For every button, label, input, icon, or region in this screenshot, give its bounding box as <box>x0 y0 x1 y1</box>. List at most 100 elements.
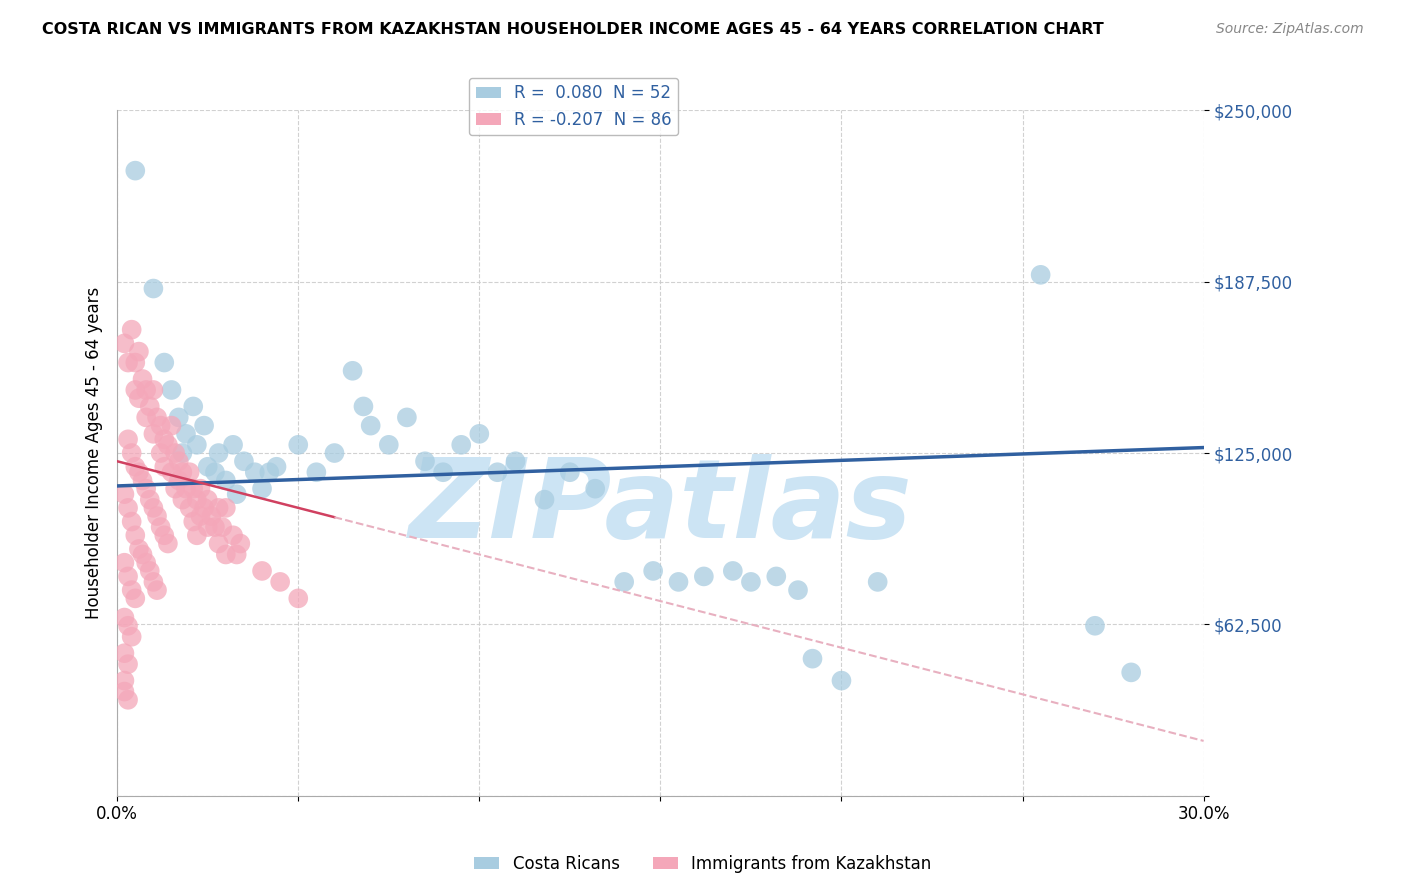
Point <box>287 591 309 606</box>
Point <box>165 482 187 496</box>
Point <box>131 548 153 562</box>
Point <box>259 465 281 479</box>
Point <box>139 564 162 578</box>
Point <box>360 418 382 433</box>
Point <box>866 574 889 589</box>
Point <box>121 446 143 460</box>
Point <box>135 482 157 496</box>
Point <box>167 454 190 468</box>
Point <box>135 383 157 397</box>
Point <box>128 344 150 359</box>
Point <box>135 556 157 570</box>
Point <box>139 400 162 414</box>
Point <box>124 591 146 606</box>
Point <box>197 459 219 474</box>
Point <box>131 474 153 488</box>
Point <box>172 465 194 479</box>
Point <box>186 528 208 542</box>
Point <box>222 528 245 542</box>
Point <box>160 383 183 397</box>
Point <box>179 500 201 515</box>
Point <box>668 574 690 589</box>
Point <box>250 564 273 578</box>
Point <box>211 520 233 534</box>
Point <box>149 446 172 460</box>
Point <box>342 364 364 378</box>
Point <box>740 574 762 589</box>
Point <box>533 492 555 507</box>
Point <box>197 492 219 507</box>
Text: ZIPatlas: ZIPatlas <box>409 454 912 561</box>
Point <box>225 487 247 501</box>
Point <box>450 438 472 452</box>
Point <box>121 323 143 337</box>
Point <box>378 438 401 452</box>
Point <box>801 651 824 665</box>
Point <box>215 474 238 488</box>
Point <box>131 372 153 386</box>
Point <box>583 482 606 496</box>
Point <box>225 548 247 562</box>
Point <box>153 459 176 474</box>
Point <box>117 355 139 369</box>
Point <box>1121 665 1143 680</box>
Point <box>156 536 179 550</box>
Point <box>207 500 229 515</box>
Point <box>114 610 136 624</box>
Point <box>200 509 222 524</box>
Text: COSTA RICAN VS IMMIGRANTS FROM KAZAKHSTAN HOUSEHOLDER INCOME AGES 45 - 64 YEARS : COSTA RICAN VS IMMIGRANTS FROM KAZAKHSTA… <box>42 22 1104 37</box>
Point <box>117 500 139 515</box>
Point <box>432 465 454 479</box>
Point <box>114 673 136 688</box>
Point <box>232 454 254 468</box>
Point <box>114 336 136 351</box>
Point <box>190 482 212 496</box>
Point <box>117 657 139 672</box>
Point <box>243 465 266 479</box>
Point <box>121 583 143 598</box>
Point <box>117 693 139 707</box>
Point <box>721 564 744 578</box>
Point <box>613 574 636 589</box>
Point <box>765 569 787 583</box>
Point <box>114 684 136 698</box>
Point <box>787 583 810 598</box>
Point <box>153 528 176 542</box>
Point <box>167 474 190 488</box>
Point <box>128 391 150 405</box>
Point <box>505 454 527 468</box>
Point <box>197 520 219 534</box>
Point <box>269 574 291 589</box>
Point <box>193 500 215 515</box>
Point <box>146 509 169 524</box>
Point <box>153 433 176 447</box>
Point <box>142 426 165 441</box>
Point <box>468 426 491 441</box>
Point <box>830 673 852 688</box>
Point <box>128 541 150 556</box>
Point <box>142 281 165 295</box>
Point <box>174 482 197 496</box>
Point <box>229 536 252 550</box>
Point <box>167 410 190 425</box>
Point <box>142 574 165 589</box>
Point <box>117 569 139 583</box>
Point <box>165 446 187 460</box>
Point <box>207 446 229 460</box>
Text: Source: ZipAtlas.com: Source: ZipAtlas.com <box>1216 22 1364 37</box>
Point <box>323 446 346 460</box>
Point <box>207 536 229 550</box>
Point <box>142 383 165 397</box>
Point <box>413 454 436 468</box>
Point <box>142 500 165 515</box>
Point <box>114 556 136 570</box>
Point <box>135 410 157 425</box>
Point <box>181 515 204 529</box>
Point <box>160 418 183 433</box>
Point <box>149 418 172 433</box>
Point <box>558 465 581 479</box>
Point <box>174 426 197 441</box>
Point <box>287 438 309 452</box>
Point <box>160 465 183 479</box>
Point <box>305 465 328 479</box>
